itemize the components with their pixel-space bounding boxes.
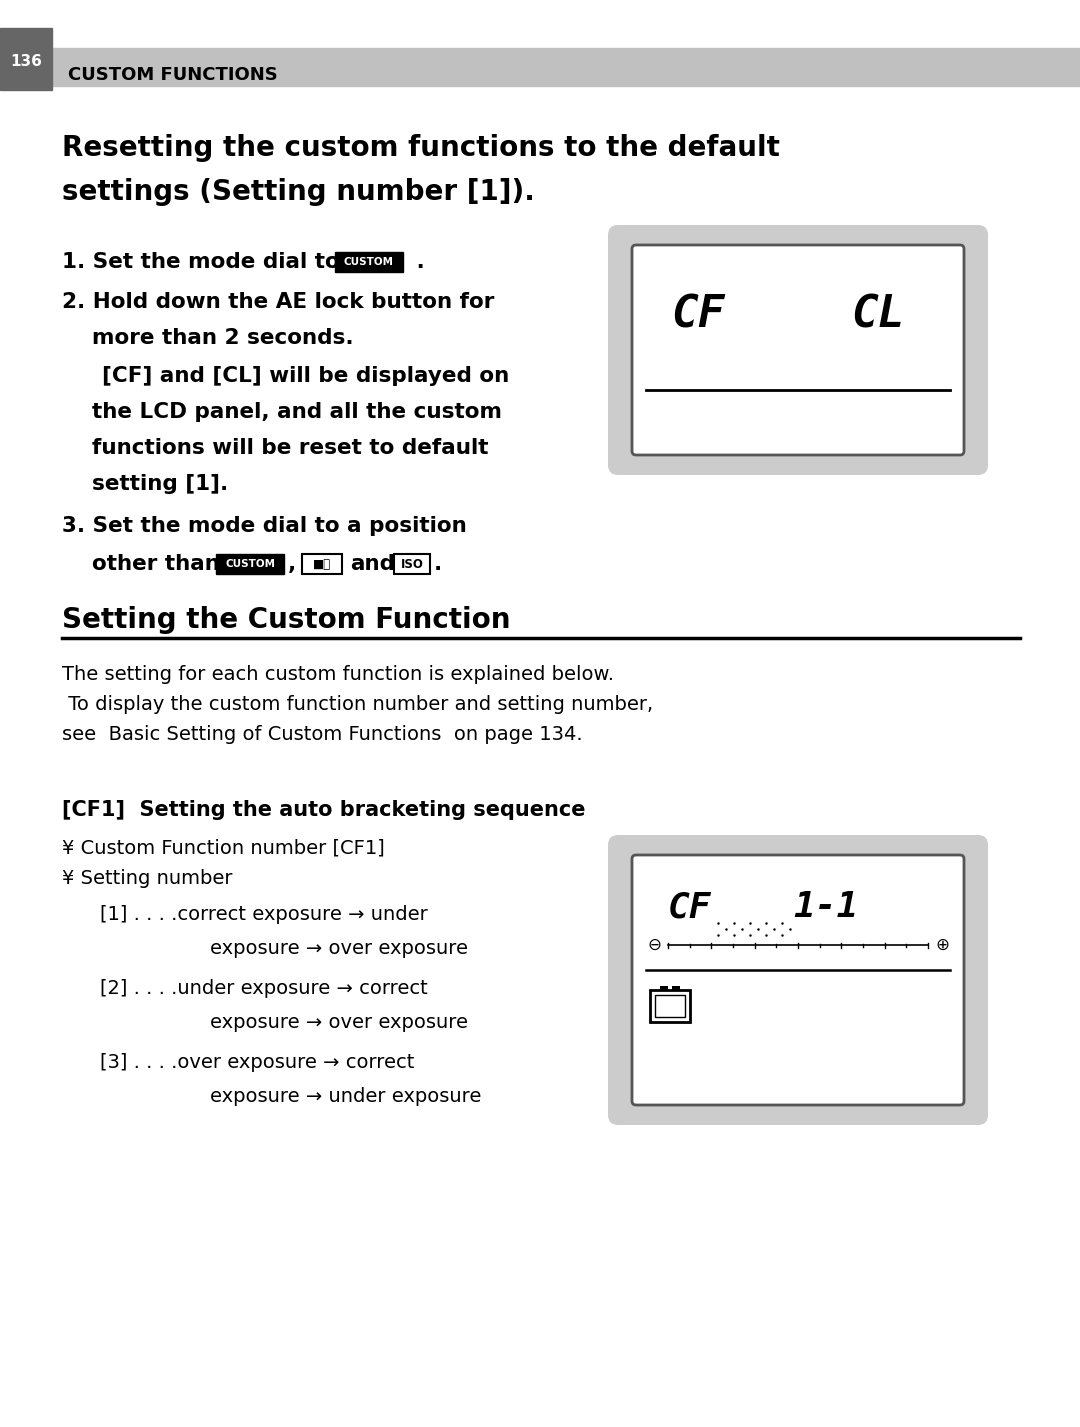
Text: [CF1]  Setting the auto bracketing sequence: [CF1] Setting the auto bracketing sequen… [62, 801, 585, 821]
Text: settings (Setting number [1]).: settings (Setting number [1]). [62, 178, 535, 205]
Text: CF: CF [672, 294, 725, 337]
Bar [394, 554, 430, 574]
Text: exposure → over exposure: exposure → over exposure [210, 1013, 468, 1033]
Text: 2. Hold down the AE lock button for: 2. Hold down the AE lock button for [62, 293, 495, 313]
Text: .: . [434, 554, 442, 574]
Text: other than: other than [92, 554, 220, 574]
Text: [2] . . . .under exposure → correct: [2] . . . .under exposure → correct [100, 979, 428, 999]
FancyBboxPatch shape [608, 835, 988, 1124]
Text: The setting for each custom function is explained below.: The setting for each custom function is … [62, 665, 615, 684]
Text: To display the custom function number and setting number,: To display the custom function number an… [62, 695, 653, 714]
FancyBboxPatch shape [632, 245, 964, 455]
Text: [3] . . . .over exposure → correct: [3] . . . .over exposure → correct [100, 1053, 415, 1073]
Text: ,: , [288, 554, 296, 574]
Text: ⊕: ⊕ [935, 936, 949, 955]
Text: ¥ Setting number: ¥ Setting number [62, 869, 232, 888]
Text: 136: 136 [10, 53, 42, 68]
Bar [0, 29, 52, 90]
Text: setting [1].: setting [1]. [92, 474, 228, 494]
Text: ⊖: ⊖ [647, 936, 661, 955]
Bar [302, 554, 342, 574]
Text: CF: CF [669, 890, 712, 925]
Text: and: and [350, 554, 395, 574]
Text: see  Basic Setting of Custom Functions  on page 134.: see Basic Setting of Custom Functions on… [62, 725, 582, 743]
Text: CUSTOM FUNCTIONS: CUSTOM FUNCTIONS [68, 66, 278, 84]
Bar [660, 986, 669, 990]
Text: ¥ Custom Function number [CF1]: ¥ Custom Function number [CF1] [62, 839, 384, 858]
Text: CUSTOM: CUSTOM [225, 559, 275, 569]
Bar [335, 253, 403, 273]
Text: ■⧙: ■⧙ [313, 558, 332, 571]
Bar [672, 986, 680, 990]
Bar [650, 990, 690, 1022]
FancyBboxPatch shape [632, 855, 964, 1104]
Text: functions will be reset to default: functions will be reset to default [92, 438, 488, 458]
Text: more than 2 seconds.: more than 2 seconds. [92, 328, 353, 348]
Text: 3. Set the mode dial to a position: 3. Set the mode dial to a position [62, 517, 467, 537]
Text: Resetting the custom functions to the default: Resetting the custom functions to the de… [62, 134, 780, 163]
Text: 1-1: 1-1 [793, 890, 859, 925]
FancyBboxPatch shape [608, 225, 988, 475]
Text: exposure → over exposure: exposure → over exposure [210, 939, 468, 959]
Text: the LCD panel, and all the custom: the LCD panel, and all the custom [92, 402, 502, 422]
Bar [654, 995, 685, 1017]
Text: exposure → under exposure: exposure → under exposure [210, 1087, 482, 1106]
Bar [216, 554, 284, 574]
Bar [52, 49, 1080, 86]
Text: CUSTOM: CUSTOM [345, 257, 394, 267]
Text: Setting the Custom Function: Setting the Custom Function [62, 606, 511, 634]
Text: [1] . . . .correct exposure → under: [1] . . . .correct exposure → under [100, 906, 428, 925]
Text: .: . [409, 253, 424, 273]
Text: CL: CL [851, 294, 905, 337]
Text: ISO: ISO [401, 558, 423, 571]
Text: 1. Set the mode dial to: 1. Set the mode dial to [62, 253, 340, 273]
Text: [CF] and [CL] will be displayed on: [CF] and [CL] will be displayed on [102, 365, 510, 385]
